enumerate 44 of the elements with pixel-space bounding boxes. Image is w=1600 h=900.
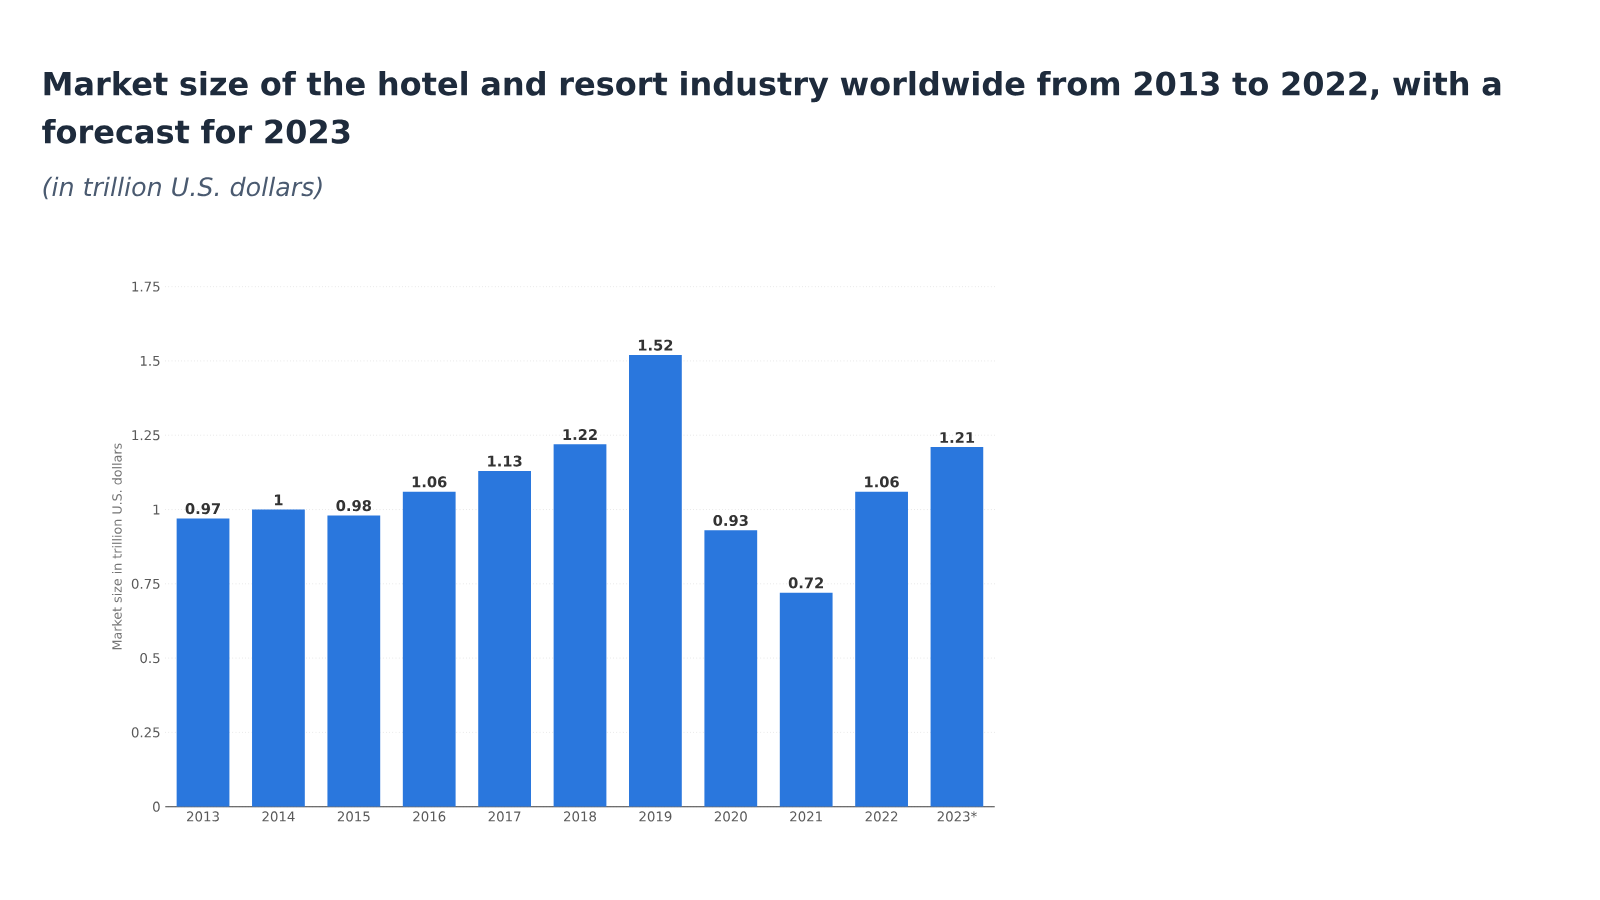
bar [930,447,984,807]
y-tick-label: 0.75 [131,578,160,589]
data-label: 1.06 [412,476,447,488]
bar [779,592,833,807]
y-tick-label: 0 [153,801,160,812]
data-label: 0.72 [788,577,824,589]
y-tick-label: 1 [153,504,160,515]
x-tick-label: 2020 [714,811,747,822]
x-tick-label: 2016 [413,811,446,822]
x-tick-label: 2018 [564,811,597,822]
data-label: 0.98 [336,500,371,512]
data-label: 1.52 [638,339,673,351]
x-tick-label: 2013 [187,811,219,822]
data-label: 1.13 [488,455,522,467]
bar [176,518,230,807]
data-label: 0.97 [185,503,220,515]
bar [629,355,682,807]
data-label: 1.22 [563,429,597,440]
data-label: 1 [274,494,283,506]
y-axis-title: Market size in trillion U.S. dollars [111,443,122,650]
bar [327,515,381,807]
x-tick-label: 2017 [488,811,521,822]
y-tick-label: 1.5 [140,355,160,366]
y-tick-label: 1.25 [132,430,160,441]
x-tick-label: 2021 [790,811,822,822]
y-tick-label: 1.75 [132,281,160,292]
bar [402,491,456,807]
chart-title: Market size of the hotel and resort industry worldwide from 2013 to 2022, with a forecast for 2023 [42,70,1501,144]
x-tick-label: 2019 [639,811,672,822]
x-tick-label: 2015 [337,811,370,822]
data-label: 0.93 [713,514,748,527]
data-label: 1.06 [865,476,899,488]
bar [704,530,758,807]
y-tick-label: 0.25 [131,727,160,738]
x-tick-label: 2014 [262,811,295,822]
bar [478,470,531,807]
bar [855,491,908,807]
bar [553,444,607,807]
bar [252,509,305,807]
x-tick-label: 2023* [937,811,977,822]
x-tick-label: 2022 [865,811,898,822]
chart-subtitle: (in trillion U.S. dollars) [43,176,322,200]
y-tick-label: 0.5 [140,653,160,664]
data-label: 1.21 [940,431,975,443]
